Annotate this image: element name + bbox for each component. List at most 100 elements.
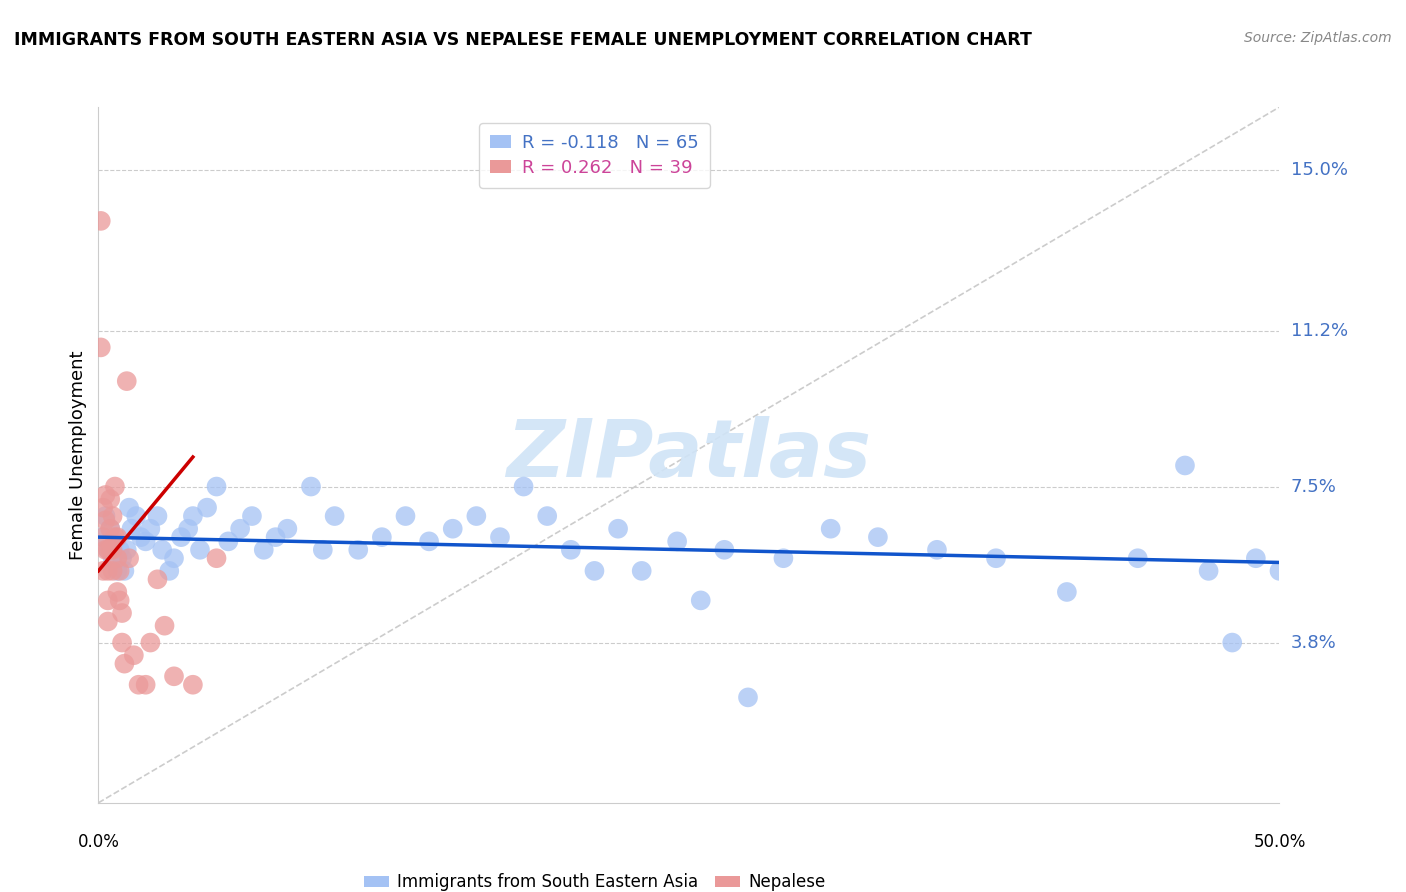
Point — [276, 522, 298, 536]
Point — [312, 542, 335, 557]
Text: 0.0%: 0.0% — [77, 833, 120, 851]
Point — [98, 492, 121, 507]
Point — [90, 340, 112, 354]
Point — [264, 530, 287, 544]
Point — [560, 542, 582, 557]
Point — [146, 509, 169, 524]
Point — [94, 542, 117, 557]
Point — [111, 606, 134, 620]
Point — [253, 542, 276, 557]
Point — [1056, 585, 1078, 599]
Point — [98, 542, 121, 557]
Point — [1268, 564, 1291, 578]
Point — [105, 551, 128, 566]
Point — [125, 509, 148, 524]
Point — [984, 551, 1007, 566]
Point — [101, 542, 124, 557]
Point — [347, 542, 370, 557]
Point — [111, 551, 134, 566]
Point — [299, 479, 322, 493]
Point — [118, 500, 141, 515]
Point — [150, 542, 173, 557]
Point — [105, 585, 128, 599]
Point — [713, 542, 735, 557]
Point — [177, 522, 200, 536]
Text: IMMIGRANTS FROM SOUTH EASTERN ASIA VS NEPALESE FEMALE UNEMPLOYMENT CORRELATION C: IMMIGRANTS FROM SOUTH EASTERN ASIA VS NE… — [14, 31, 1032, 49]
Point — [1126, 551, 1149, 566]
Point — [146, 572, 169, 586]
Point — [97, 593, 120, 607]
Point — [98, 522, 121, 536]
Point — [188, 542, 211, 557]
Point — [108, 564, 131, 578]
Point — [104, 534, 127, 549]
Point — [205, 479, 228, 493]
Point — [101, 509, 124, 524]
Point — [121, 522, 143, 536]
Y-axis label: Female Unemployment: Female Unemployment — [69, 351, 87, 559]
Point — [536, 509, 558, 524]
Point — [94, 513, 117, 527]
Text: 3.8%: 3.8% — [1291, 633, 1336, 651]
Point — [163, 551, 186, 566]
Legend: Immigrants from South Eastern Asia, Nepalese: Immigrants from South Eastern Asia, Nepa… — [357, 867, 832, 892]
Point — [97, 542, 120, 557]
Point — [820, 522, 842, 536]
Point — [139, 635, 162, 649]
Point — [163, 669, 186, 683]
Point — [240, 509, 263, 524]
Point — [323, 509, 346, 524]
Point — [689, 593, 711, 607]
Point — [122, 648, 145, 663]
Point — [1174, 458, 1197, 473]
Point — [90, 214, 112, 228]
Point — [112, 657, 135, 671]
Point — [512, 479, 534, 493]
Point — [139, 522, 162, 536]
Point — [104, 479, 127, 493]
Point — [866, 530, 889, 544]
Point — [135, 678, 157, 692]
Point — [205, 551, 228, 566]
Point — [229, 522, 252, 536]
Point — [101, 564, 124, 578]
Point — [94, 488, 117, 502]
Text: 11.2%: 11.2% — [1291, 321, 1348, 340]
Text: Source: ZipAtlas.com: Source: ZipAtlas.com — [1244, 31, 1392, 45]
Point — [181, 509, 204, 524]
Point — [101, 551, 124, 566]
Point — [91, 500, 114, 515]
Point — [170, 530, 193, 544]
Point — [153, 618, 176, 632]
Text: 15.0%: 15.0% — [1291, 161, 1347, 179]
Point — [583, 564, 606, 578]
Point — [91, 564, 114, 578]
Point — [925, 542, 948, 557]
Point — [1198, 564, 1220, 578]
Point — [465, 509, 488, 524]
Point — [1220, 635, 1243, 649]
Point — [128, 678, 150, 692]
Point — [441, 522, 464, 536]
Point — [97, 542, 120, 557]
Point — [217, 534, 239, 549]
Point — [91, 530, 114, 544]
Point — [772, 551, 794, 566]
Point — [97, 615, 120, 629]
Point — [97, 564, 120, 578]
Point — [129, 530, 152, 544]
Point — [195, 500, 218, 515]
Text: 7.5%: 7.5% — [1291, 477, 1337, 496]
Point — [115, 374, 138, 388]
Point — [157, 564, 180, 578]
Point — [630, 564, 652, 578]
Text: ZIPatlas: ZIPatlas — [506, 416, 872, 494]
Point — [394, 509, 416, 524]
Text: 50.0%: 50.0% — [1253, 833, 1306, 851]
Point — [91, 530, 114, 544]
Point — [489, 530, 512, 544]
Point — [115, 542, 138, 557]
Point — [135, 534, 157, 549]
Point — [104, 530, 127, 544]
Point — [1244, 551, 1267, 566]
